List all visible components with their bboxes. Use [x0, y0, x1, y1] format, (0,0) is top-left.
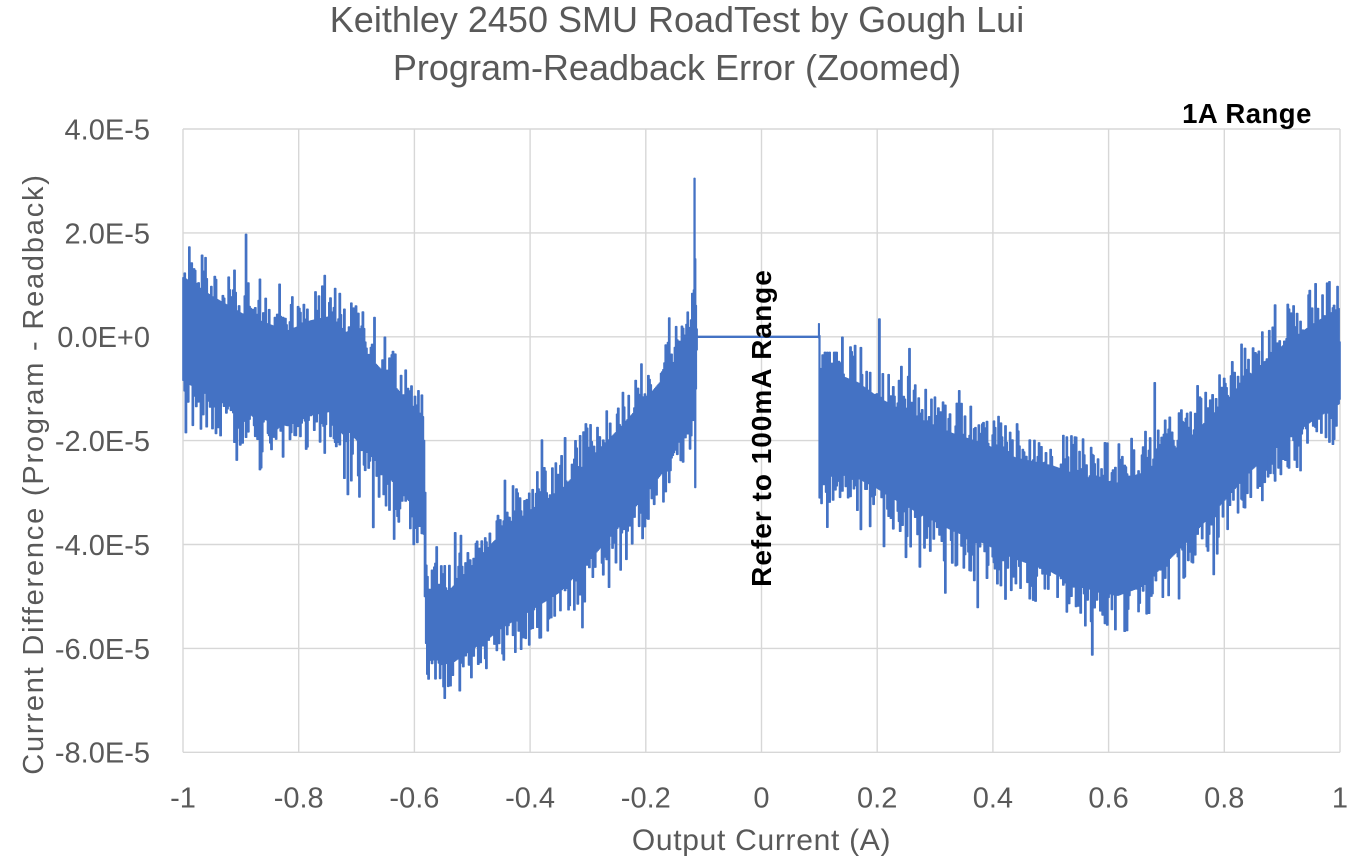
- svg-text:0.4: 0.4: [973, 783, 1013, 815]
- svg-text:Keithley 2450 SMU RoadTest by: Keithley 2450 SMU RoadTest by Gough Lui: [330, 0, 1024, 40]
- svg-text:-2.0E-5: -2.0E-5: [55, 426, 150, 458]
- svg-text:-0.2: -0.2: [621, 783, 671, 815]
- svg-text:0.0E+0: 0.0E+0: [57, 322, 150, 354]
- svg-text:-0.6: -0.6: [389, 783, 439, 815]
- svg-text:4.0E-5: 4.0E-5: [65, 114, 150, 146]
- svg-text:1: 1: [1332, 783, 1348, 815]
- svg-text:Refer to 100mA Range: Refer to 100mA Range: [746, 269, 777, 587]
- svg-text:0: 0: [753, 783, 769, 815]
- svg-text:-8.0E-5: -8.0E-5: [55, 738, 150, 770]
- svg-text:0.8: 0.8: [1204, 783, 1244, 815]
- svg-text:0.2: 0.2: [857, 783, 897, 815]
- svg-text:Program-Readback Error (Zoomed: Program-Readback Error (Zoomed): [393, 47, 961, 88]
- svg-text:0.6: 0.6: [1088, 783, 1128, 815]
- svg-text:-6.0E-5: -6.0E-5: [55, 634, 150, 666]
- svg-text:-0.8: -0.8: [274, 783, 324, 815]
- svg-text:1A Range: 1A Range: [1182, 98, 1312, 129]
- svg-text:Current Difference (Program -: Current Difference (Program - Readback): [18, 173, 50, 775]
- svg-text:Output Current (A): Output Current (A): [632, 824, 891, 857]
- svg-text:2.0E-5: 2.0E-5: [65, 218, 150, 250]
- svg-text:-1: -1: [170, 783, 196, 815]
- svg-text:-4.0E-5: -4.0E-5: [55, 530, 150, 562]
- svg-text:-0.4: -0.4: [505, 783, 555, 815]
